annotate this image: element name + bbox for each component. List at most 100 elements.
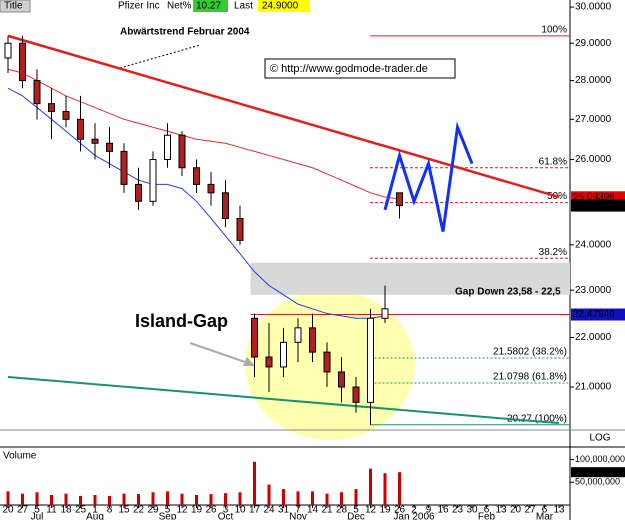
x-tick-label: 14: [307, 505, 319, 516]
forecast-line: [383, 121, 474, 232]
trendline: [7, 375, 560, 425]
candle-body: [149, 159, 157, 202]
candle-body: [193, 167, 200, 185]
scale-label: LOG: [589, 433, 610, 444]
candle-body: [251, 317, 258, 358]
x-tick-label: 23: [452, 505, 464, 516]
y-tick-label: 30.0000: [575, 2, 612, 13]
trend-annotation: Abwärtstrend Februar 2004: [120, 27, 250, 38]
y-tick-label: 24.0000: [575, 239, 612, 250]
x-tick-label: 17: [249, 505, 261, 516]
arrow: [189, 342, 249, 364]
x-tick-label: 24: [263, 505, 275, 516]
candle-body: [77, 118, 84, 140]
month-label: Sep: [159, 512, 177, 520]
month-label: Dec: [347, 512, 365, 520]
x-tick-label: 5: [165, 505, 171, 516]
candle-body: [236, 217, 244, 241]
volume-tick-label: 50,000,000: [575, 477, 620, 487]
volume-tick-label: 100,000,000: [575, 454, 625, 464]
x-tick-label: 11: [46, 505, 57, 516]
x-tick-label: 25: [75, 505, 87, 516]
x-tick-label: 28: [336, 505, 348, 516]
x-tick-label: 13: [495, 505, 507, 516]
value-box-label: 22.47949: [573, 309, 615, 320]
candle-body: [323, 351, 331, 373]
candle-body: [48, 103, 55, 112]
annotation-pointer: [119, 44, 201, 69]
x-tick-label: 18: [60, 505, 72, 516]
x-tick-label: 3: [223, 505, 229, 516]
x-tick-label: 7: [295, 505, 301, 516]
title-box: [0, 0, 31, 13]
island-annotation: Island-Gap: [135, 311, 228, 331]
candle-body: [207, 183, 215, 194]
candle-body: [106, 142, 113, 152]
x-tick-label: 12: [365, 505, 377, 516]
x-tick-label: 12: [176, 505, 188, 516]
x-tick-label: 21: [321, 505, 333, 516]
copyright-box: [264, 58, 456, 79]
trendline: [7, 34, 560, 199]
candle-body: [381, 308, 389, 319]
value-box: [571, 199, 625, 212]
month-label: Aug: [86, 512, 104, 520]
fib-label: 61.8%: [539, 156, 567, 167]
moving-average: [7, 68, 400, 200]
candle-body: [294, 327, 302, 343]
value-box-label: 24.9000: [573, 200, 610, 211]
candle-body: [164, 134, 171, 161]
x-tick-label: 2: [411, 505, 417, 516]
value-box: [571, 308, 625, 321]
candle-body: [309, 327, 316, 353]
x-tick-label: 19: [379, 505, 391, 516]
x-tick-label: 22: [133, 505, 145, 516]
candle-body: [178, 134, 186, 169]
volume-title: Volume: [3, 451, 37, 462]
x-tick-label: 6: [484, 505, 490, 516]
y-tick-label: 21.0000: [575, 382, 612, 393]
candle-body: [33, 80, 41, 105]
month-label: Jul: [31, 512, 44, 520]
x-tick-label: 26: [205, 505, 217, 516]
x-tick-label: 19: [191, 505, 203, 516]
y-tick-label: 26.0000: [575, 154, 612, 165]
y-tick-label: 28.0000: [575, 75, 612, 86]
x-tick-label: 30: [466, 505, 478, 516]
candle-body: [91, 138, 99, 144]
gap-box: [250, 262, 570, 295]
x-tick-label: 27: [524, 505, 536, 516]
candle-body: [352, 386, 360, 403]
y-tick-label: 27.0000: [575, 114, 612, 125]
candle-body: [280, 341, 287, 368]
x-tick-label: 29: [147, 505, 159, 516]
candle-body: [135, 183, 142, 202]
header-last-value: 24.9000: [262, 1, 299, 12]
x-tick-label: 5: [34, 505, 40, 516]
x-tick-label: 31: [278, 505, 290, 516]
candle-body: [120, 150, 128, 185]
month-label: Mar: [536, 512, 554, 520]
x-tick-label: 5: [353, 505, 359, 516]
volume-last-label: 72,171,200: [572, 467, 617, 477]
month-label: Jan 2006: [393, 512, 435, 520]
candle-body: [222, 192, 229, 219]
candle-body: [62, 110, 70, 120]
x-tick-label: 8: [107, 505, 113, 516]
net-box: [193, 0, 228, 12]
x-tick-label: 27: [17, 505, 29, 516]
fib-label: 38.2%: [539, 247, 567, 258]
candle-body: [4, 42, 12, 59]
x-tick-label: 20: [2, 505, 14, 516]
candle-body: [19, 42, 26, 82]
month-label: Oct: [218, 512, 234, 520]
x-tick-label: 26: [394, 505, 406, 516]
y-tick-label: 22.0000: [575, 332, 612, 343]
moving-average: [7, 87, 386, 319]
y-tick-label: 23.0000: [575, 285, 612, 296]
fib-label: 21.0798 (61.8%): [493, 372, 567, 383]
candle-body: [338, 371, 345, 388]
x-tick-label: 13: [553, 505, 565, 516]
value-box-label: 25.09396: [573, 192, 615, 203]
